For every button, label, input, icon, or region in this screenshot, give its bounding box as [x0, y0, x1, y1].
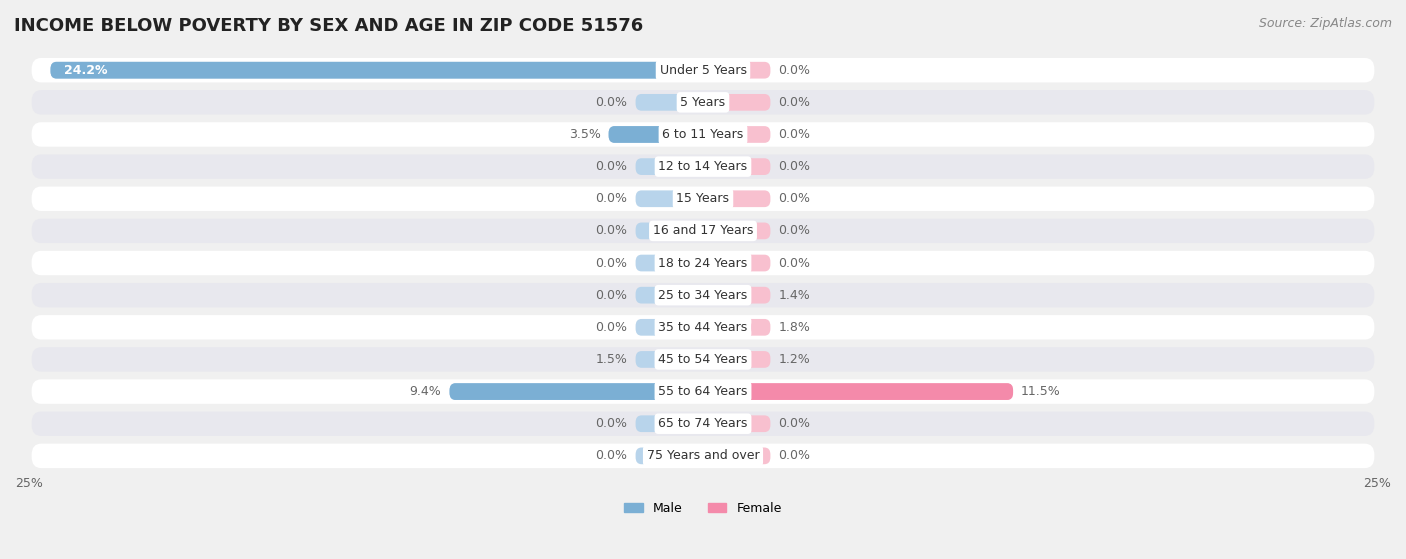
Text: 65 to 74 Years: 65 to 74 Years: [658, 417, 748, 430]
FancyBboxPatch shape: [703, 222, 770, 239]
Text: 55 to 64 Years: 55 to 64 Years: [658, 385, 748, 398]
FancyBboxPatch shape: [31, 251, 1375, 275]
FancyBboxPatch shape: [703, 448, 770, 464]
FancyBboxPatch shape: [31, 187, 1375, 211]
Text: 0.0%: 0.0%: [596, 96, 627, 109]
Text: 75 Years and over: 75 Years and over: [647, 449, 759, 462]
FancyBboxPatch shape: [636, 94, 703, 111]
FancyBboxPatch shape: [31, 58, 1375, 82]
Text: 0.0%: 0.0%: [596, 160, 627, 173]
Text: 0.0%: 0.0%: [596, 449, 627, 462]
Text: 0.0%: 0.0%: [596, 321, 627, 334]
FancyBboxPatch shape: [703, 287, 741, 304]
FancyBboxPatch shape: [636, 255, 703, 271]
FancyBboxPatch shape: [636, 351, 703, 368]
FancyBboxPatch shape: [31, 283, 1375, 307]
Text: 3.5%: 3.5%: [568, 128, 600, 141]
FancyBboxPatch shape: [51, 62, 703, 79]
FancyBboxPatch shape: [450, 383, 703, 400]
Text: 0.0%: 0.0%: [596, 257, 627, 269]
FancyBboxPatch shape: [703, 383, 1014, 400]
Text: 6 to 11 Years: 6 to 11 Years: [662, 128, 744, 141]
FancyBboxPatch shape: [636, 191, 703, 207]
FancyBboxPatch shape: [636, 287, 703, 304]
FancyBboxPatch shape: [31, 122, 1375, 146]
Text: 0.0%: 0.0%: [596, 288, 627, 302]
FancyBboxPatch shape: [31, 380, 1375, 404]
FancyBboxPatch shape: [703, 319, 770, 335]
FancyBboxPatch shape: [703, 287, 770, 304]
Text: 24.2%: 24.2%: [65, 64, 107, 77]
Text: Under 5 Years: Under 5 Years: [659, 64, 747, 77]
Text: 0.0%: 0.0%: [779, 192, 810, 205]
FancyBboxPatch shape: [31, 154, 1375, 179]
FancyBboxPatch shape: [31, 411, 1375, 436]
Text: 0.0%: 0.0%: [779, 449, 810, 462]
Text: 18 to 24 Years: 18 to 24 Years: [658, 257, 748, 269]
Text: 0.0%: 0.0%: [779, 224, 810, 238]
FancyBboxPatch shape: [662, 351, 703, 368]
Text: 16 and 17 Years: 16 and 17 Years: [652, 224, 754, 238]
FancyBboxPatch shape: [703, 383, 1014, 400]
FancyBboxPatch shape: [703, 351, 770, 368]
Text: 5 Years: 5 Years: [681, 96, 725, 109]
Text: 11.5%: 11.5%: [1021, 385, 1062, 398]
Text: 1.8%: 1.8%: [779, 321, 810, 334]
Text: 45 to 54 Years: 45 to 54 Years: [658, 353, 748, 366]
Text: 1.4%: 1.4%: [779, 288, 810, 302]
FancyBboxPatch shape: [703, 126, 770, 143]
FancyBboxPatch shape: [703, 62, 770, 79]
Text: 0.0%: 0.0%: [596, 224, 627, 238]
FancyBboxPatch shape: [51, 62, 703, 79]
Text: 1.5%: 1.5%: [596, 353, 627, 366]
Text: 35 to 44 Years: 35 to 44 Years: [658, 321, 748, 334]
FancyBboxPatch shape: [636, 319, 703, 335]
FancyBboxPatch shape: [703, 255, 770, 271]
FancyBboxPatch shape: [31, 219, 1375, 243]
FancyBboxPatch shape: [703, 351, 735, 368]
Text: 15 Years: 15 Years: [676, 192, 730, 205]
FancyBboxPatch shape: [636, 448, 703, 464]
Text: 0.0%: 0.0%: [596, 417, 627, 430]
FancyBboxPatch shape: [31, 315, 1375, 339]
FancyBboxPatch shape: [31, 347, 1375, 372]
Text: 0.0%: 0.0%: [779, 64, 810, 77]
Text: 0.0%: 0.0%: [779, 257, 810, 269]
Text: 0.0%: 0.0%: [596, 192, 627, 205]
Text: 0.0%: 0.0%: [779, 128, 810, 141]
FancyBboxPatch shape: [609, 126, 703, 143]
FancyBboxPatch shape: [609, 126, 703, 143]
Text: Source: ZipAtlas.com: Source: ZipAtlas.com: [1258, 17, 1392, 30]
FancyBboxPatch shape: [31, 444, 1375, 468]
Text: 12 to 14 Years: 12 to 14 Years: [658, 160, 748, 173]
FancyBboxPatch shape: [703, 415, 770, 432]
FancyBboxPatch shape: [31, 90, 1375, 115]
Text: 9.4%: 9.4%: [409, 385, 441, 398]
FancyBboxPatch shape: [450, 383, 703, 400]
FancyBboxPatch shape: [636, 158, 703, 175]
FancyBboxPatch shape: [636, 222, 703, 239]
FancyBboxPatch shape: [703, 94, 770, 111]
Legend: Male, Female: Male, Female: [619, 497, 787, 520]
Text: 25 to 34 Years: 25 to 34 Years: [658, 288, 748, 302]
Text: 0.0%: 0.0%: [779, 96, 810, 109]
FancyBboxPatch shape: [636, 415, 703, 432]
FancyBboxPatch shape: [703, 191, 770, 207]
Text: 0.0%: 0.0%: [779, 417, 810, 430]
FancyBboxPatch shape: [703, 319, 752, 335]
Text: INCOME BELOW POVERTY BY SEX AND AGE IN ZIP CODE 51576: INCOME BELOW POVERTY BY SEX AND AGE IN Z…: [14, 17, 644, 35]
FancyBboxPatch shape: [703, 158, 770, 175]
Text: 0.0%: 0.0%: [779, 160, 810, 173]
Text: 1.2%: 1.2%: [779, 353, 810, 366]
